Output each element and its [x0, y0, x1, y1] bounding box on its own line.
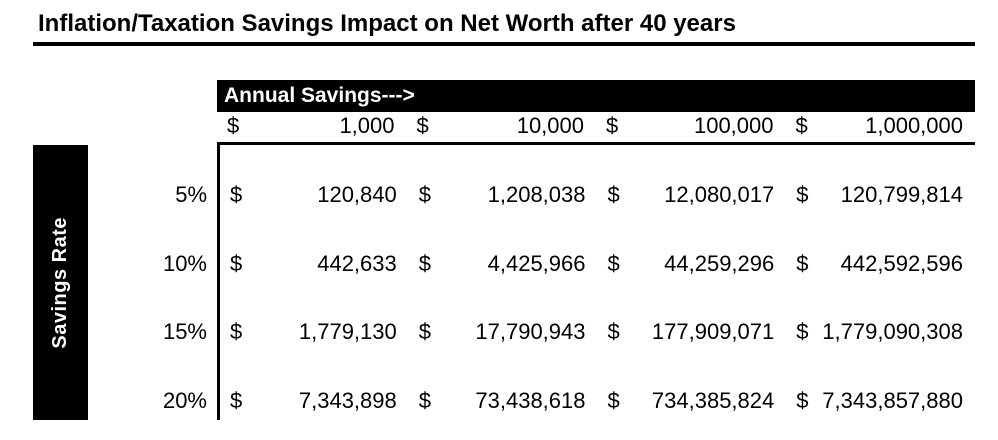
- rate-label: 10%: [162, 250, 207, 276]
- value-cell: $ 1,779,090,308: [786, 283, 975, 352]
- currency-symbol: $: [227, 113, 240, 138]
- savings-rate-header-bar: Savings Rate: [33, 145, 88, 420]
- cell-value: 7,343,898: [298, 388, 397, 413]
- value-cell: $ 177,909,071: [598, 283, 787, 352]
- currency-symbol: $: [230, 181, 243, 207]
- column-header-row: $ 1,000 $ 10,000 $ 100,000 $ 1,000,000: [217, 112, 975, 145]
- currency-symbol: $: [607, 388, 620, 413]
- value-cell: $ 7,343,857,880: [786, 351, 975, 420]
- rate-label: 20%: [162, 388, 207, 413]
- value-cell: $ 120,799,814: [786, 145, 975, 214]
- currency-symbol: $: [230, 319, 243, 345]
- page-title: Inflation/Taxation Savings Impact on Net…: [38, 10, 736, 37]
- currency-symbol: $: [606, 113, 619, 138]
- currency-symbol: $: [230, 250, 243, 276]
- currency-symbol: $: [796, 250, 809, 276]
- column-header-cell: $ 1,000: [217, 112, 407, 142]
- currency-symbol: $: [416, 113, 429, 138]
- value-cell: $ 442,633: [220, 214, 409, 283]
- cell-value: 177,909,071: [651, 319, 775, 345]
- annual-savings-header-bar: Annual Savings--->: [217, 80, 975, 112]
- value-cell: $ 17,790,943: [409, 283, 598, 352]
- cell-value: 442,592,596: [840, 250, 963, 276]
- cell-value: 17,790,943: [475, 319, 586, 345]
- cell-value: 44,259,296: [664, 250, 775, 276]
- column-header-value: 1,000,000: [865, 113, 963, 138]
- currency-symbol: $: [607, 319, 620, 345]
- currency-symbol: $: [796, 319, 809, 345]
- value-cell: $ 442,592,596: [786, 214, 975, 283]
- cell-value: 442,633: [317, 250, 397, 276]
- rate-labels-column: 5% 10% 15% 20%: [100, 145, 207, 420]
- column-header-value: 100,000: [693, 113, 774, 138]
- cell-value: 4,425,966: [487, 250, 586, 276]
- currency-symbol: $: [607, 181, 620, 207]
- column-header-cell: $ 1,000,000: [786, 112, 976, 142]
- value-cell: $ 12,080,017: [598, 145, 787, 214]
- savings-rate-label: Savings Rate: [49, 216, 71, 349]
- cell-value: 120,840: [317, 181, 397, 207]
- rate-label: 5%: [175, 181, 207, 207]
- cell-value: 120,799,814: [840, 181, 963, 207]
- cell-value: 7,343,857,880: [822, 388, 963, 413]
- value-cell: $ 73,438,618: [409, 351, 598, 420]
- table-row: $ 120,840 $ 1,208,038 $ 12,080,017 $ 120…: [220, 145, 975, 214]
- cell-value: 1,779,130: [298, 319, 397, 345]
- column-header-value: 1,000: [339, 113, 395, 138]
- value-cell: $ 7,343,898: [220, 351, 409, 420]
- cell-value: 1,779,090,308: [822, 319, 963, 345]
- table-row: $ 7,343,898 $ 73,438,618 $ 734,385,824 $…: [220, 351, 975, 420]
- cell-value: 73,438,618: [475, 388, 586, 413]
- currency-symbol: $: [418, 250, 431, 276]
- column-header-cell: $ 100,000: [596, 112, 786, 142]
- currency-symbol: $: [796, 181, 809, 207]
- table-row: $ 442,633 $ 4,425,966 $ 44,259,296 $ 442…: [220, 214, 975, 283]
- cell-value: 1,208,038: [487, 181, 586, 207]
- rate-label: 15%: [162, 319, 207, 345]
- currency-symbol: $: [418, 181, 431, 207]
- cell-value: 12,080,017: [664, 181, 775, 207]
- currency-symbol: $: [795, 113, 808, 138]
- currency-symbol: $: [418, 319, 431, 345]
- value-cell: $ 1,779,130: [220, 283, 409, 352]
- value-cell: $ 4,425,966: [409, 214, 598, 283]
- column-header-value: 10,000: [516, 113, 584, 138]
- column-header-cell: $ 10,000: [407, 112, 597, 142]
- annual-savings-label: Annual Savings--->: [224, 84, 415, 107]
- value-cell: $ 44,259,296: [598, 214, 787, 283]
- table-body: $ 120,840 $ 1,208,038 $ 12,080,017 $ 120…: [217, 145, 975, 420]
- currency-symbol: $: [418, 388, 431, 413]
- currency-symbol: $: [230, 388, 243, 413]
- title-underline: [33, 42, 975, 46]
- currency-symbol: $: [607, 250, 620, 276]
- value-cell: $ 734,385,824: [598, 351, 787, 420]
- table-row: $ 1,779,130 $ 17,790,943 $ 177,909,071 $…: [220, 283, 975, 352]
- cell-value: 734,385,824: [651, 388, 775, 413]
- currency-symbol: $: [796, 388, 809, 413]
- value-cell: $ 120,840: [220, 145, 409, 214]
- value-cell: $ 1,208,038: [409, 145, 598, 214]
